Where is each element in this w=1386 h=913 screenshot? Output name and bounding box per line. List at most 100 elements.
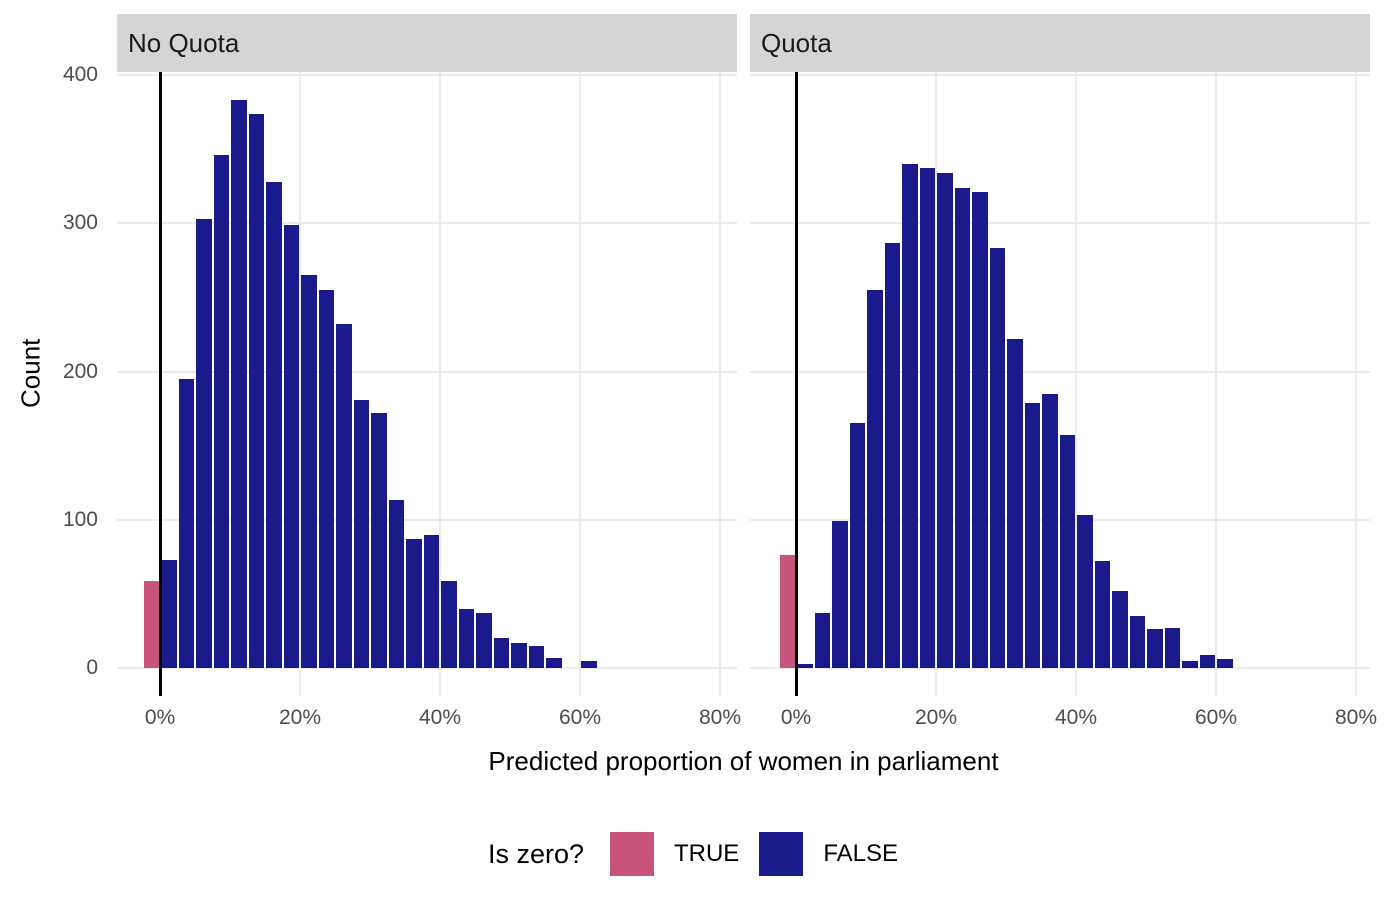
histogram-bar-false [1094, 561, 1110, 668]
histogram-bar-false [1042, 393, 1058, 668]
x-tick-label: 60% [558, 706, 602, 729]
histogram-bar-false [248, 113, 264, 668]
major-gridline-horizontal [750, 370, 1370, 373]
zero-reference-line [158, 72, 162, 696]
histogram-bar-false [318, 289, 334, 668]
histogram-bar-false [581, 660, 597, 668]
facet-panel-quota [750, 72, 1370, 696]
major-gridline-horizontal [117, 518, 737, 521]
histogram-bar-false [1217, 659, 1233, 668]
histogram-bar-false [493, 638, 509, 668]
x-tick-label: 40% [1054, 706, 1098, 729]
histogram-bar-false [441, 580, 457, 668]
legend-key-false-swatch [759, 832, 804, 876]
histogram-bar-false [832, 521, 848, 668]
histogram-bar-false [423, 534, 439, 668]
histogram-bar-false [458, 608, 474, 668]
zero-reference-line [794, 72, 798, 696]
major-gridline-vertical [1215, 72, 1217, 696]
major-gridline-horizontal [117, 667, 737, 669]
major-gridline-horizontal [750, 74, 1370, 76]
major-gridline-vertical [719, 72, 721, 696]
y-tick-label: 100 [62, 507, 98, 531]
legend: Is zero? TRUE FALSE [0, 831, 1386, 877]
legend-title: Is zero? [487, 838, 584, 869]
y-axis-title: Count [15, 338, 46, 408]
major-gridline-vertical [1075, 72, 1077, 696]
x-tick-label: 0% [780, 706, 812, 729]
major-gridline-horizontal [117, 74, 737, 76]
histogram-bar-false [476, 613, 492, 668]
histogram-bar-true [779, 555, 795, 668]
histogram-bar-false [196, 218, 212, 668]
histogram-bar-false [954, 187, 970, 668]
histogram-bar-false [867, 289, 883, 668]
x-tick-label: 40% [418, 706, 462, 729]
major-gridline-horizontal [750, 667, 1370, 669]
y-tick-label: 0 [86, 656, 98, 679]
histogram-bar-false [388, 500, 404, 668]
facet-strip-label: Quota [761, 27, 832, 58]
histogram-bar-false [353, 399, 369, 668]
histogram-bar-false [937, 172, 953, 668]
histogram-bar-false [884, 242, 900, 668]
major-gridline-vertical [1355, 72, 1357, 696]
histogram-bar-false [849, 423, 865, 668]
histogram-bar-false [1024, 402, 1040, 668]
histogram-bar-false [972, 192, 988, 668]
histogram-bar-false [528, 645, 544, 668]
facet-strip-label: No Quota [128, 27, 240, 58]
x-tick-label: 80% [698, 706, 742, 729]
histogram-bar-false [511, 642, 527, 668]
legend-key-true-swatch [609, 832, 654, 876]
legend-label-false: FALSE [823, 840, 899, 867]
legend-label-true: TRUE [673, 840, 740, 867]
histogram-bar-false [814, 613, 830, 668]
major-gridline-vertical [299, 72, 301, 696]
histogram-bar-false [406, 539, 422, 668]
histogram-bar-false [161, 559, 177, 668]
histogram-bar-false [1129, 616, 1145, 668]
x-tick-label: 20% [914, 706, 958, 729]
histogram-bar-false [283, 224, 299, 668]
histogram-bar-false [266, 181, 282, 668]
histogram-bar-false [301, 275, 317, 668]
histogram-bar-false [336, 324, 352, 668]
histogram-bar-false [1059, 435, 1075, 668]
histogram-bar-false [902, 163, 918, 668]
major-gridline-horizontal [117, 370, 737, 373]
x-tick-label: 20% [278, 706, 322, 729]
facet-strip-no-quota: No Quota [117, 14, 737, 72]
y-tick-label: 400 [62, 63, 98, 86]
histogram-bar-false [1182, 660, 1198, 668]
major-gridline-vertical [579, 72, 581, 696]
histogram-bar-false [797, 663, 813, 668]
x-tick-label: 80% [1334, 706, 1378, 729]
y-tick-label: 300 [62, 211, 98, 235]
x-axis-title: Predicted proportion of women in parliam… [488, 746, 999, 776]
histogram-bar-false [213, 155, 229, 668]
histogram-bar-false [1112, 590, 1128, 668]
histogram-bar-false [1199, 654, 1215, 668]
facet-strip-quota: Quota [750, 14, 1370, 72]
histogram-bar-false [1164, 627, 1180, 668]
y-tick-label: 200 [62, 359, 98, 383]
x-tick-label: 0% [144, 706, 176, 729]
histogram-bar-false [546, 657, 562, 668]
major-gridline-vertical [935, 72, 937, 696]
histogram-bar-false [178, 378, 194, 668]
histogram-bar-false [231, 100, 247, 668]
histogram-bar-true [143, 580, 159, 668]
histogram-bar-false [1007, 338, 1023, 668]
major-gridline-vertical [439, 72, 441, 696]
x-tick-label: 60% [1194, 706, 1238, 729]
histogram-bar-false [1077, 515, 1093, 668]
major-gridline-horizontal [117, 222, 737, 225]
histogram-bar-false [919, 168, 935, 668]
histogram-bar-false [989, 248, 1005, 668]
histogram-bar-false [1147, 629, 1163, 668]
major-gridline-horizontal [750, 222, 1370, 225]
facet-panel-no-quota [117, 72, 737, 696]
histogram-bar-false [371, 413, 387, 668]
